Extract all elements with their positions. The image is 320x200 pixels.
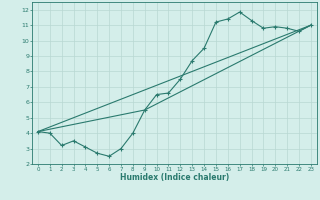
X-axis label: Humidex (Indice chaleur): Humidex (Indice chaleur) [120, 173, 229, 182]
